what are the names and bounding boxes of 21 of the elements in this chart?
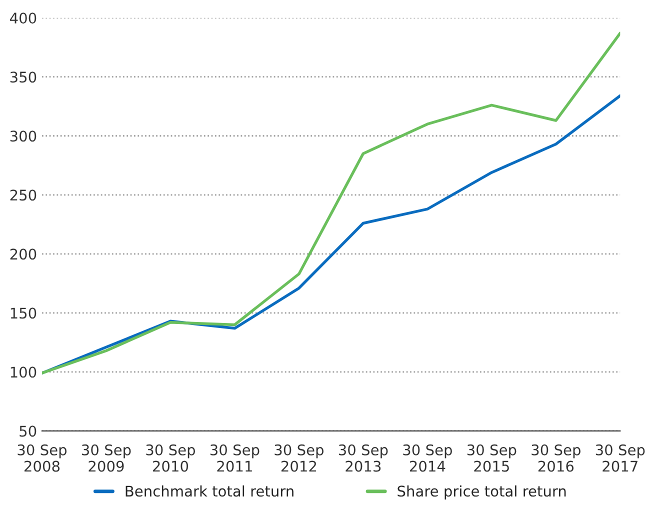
y-tick-label: 250 — [10, 190, 36, 201]
legend-label: Benchmark total return — [126, 485, 294, 497]
y-tick-label: 400 — [10, 12, 36, 24]
x-tick-label: 30 Sep 2009 — [82, 444, 131, 472]
x-tick-label: 30 Sep 2015 — [467, 444, 516, 472]
line-series — [42, 32, 620, 375]
y-tick-label: 50 — [20, 426, 36, 437]
x-tick-label: 30 Sep 2014 — [403, 444, 452, 472]
y-tick-label: 150 — [10, 308, 36, 319]
x-tick-label: 30 Sep 2008 — [18, 444, 67, 472]
x-tick-label: 30 Sep 2016 — [532, 444, 580, 472]
x-tick-label: 30 Sep 2013 — [338, 444, 388, 472]
y-tick-label: 300 — [10, 130, 36, 142]
legend-label: Share price total return — [398, 485, 566, 500]
y-tick-label: 200 — [10, 248, 36, 260]
x-tick-label: 30 Sep 2017 — [596, 444, 645, 472]
x-tick-label: 30 Sep 2011 — [210, 444, 260, 472]
y-tick-label: 100 — [10, 366, 36, 378]
y-tick-label: 350 — [10, 72, 36, 83]
x-tick-label: 30 Sep 2012 — [274, 444, 324, 472]
x-tick-label: 30 Sep 2010 — [146, 444, 196, 472]
